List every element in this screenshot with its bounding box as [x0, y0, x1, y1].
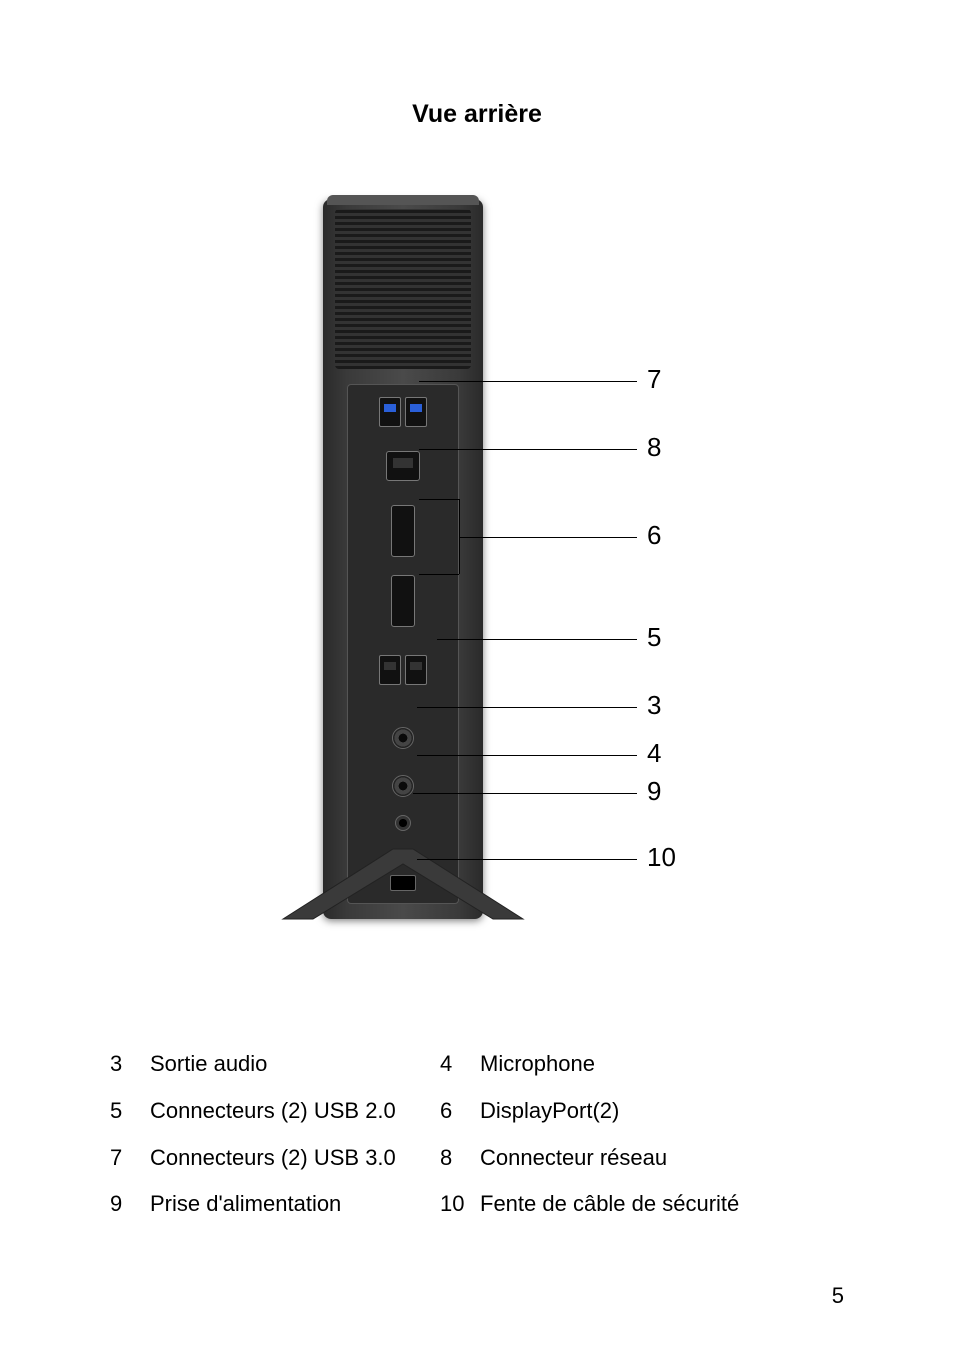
usb-2-ports — [379, 655, 427, 685]
rear-view-diagram: 7 8 6 5 3 4 9 10 — [237, 169, 717, 969]
usb-3-port — [379, 397, 401, 427]
leader-line — [417, 859, 637, 860]
usb-2-port — [405, 655, 427, 685]
legend-num: 4 — [440, 1049, 480, 1080]
legend-num: 3 — [110, 1049, 150, 1080]
usb-2-port — [379, 655, 401, 685]
legend-text: Sortie audio — [150, 1049, 440, 1080]
callout-6: 6 — [647, 520, 661, 551]
legend-text: Microphone — [480, 1049, 770, 1080]
legend-text: Connecteur réseau — [480, 1143, 770, 1174]
displayport-1 — [391, 505, 415, 557]
legend-row: 9 Prise d'alimentation 10 Fente de câble… — [110, 1189, 844, 1220]
callout-3: 3 — [647, 690, 661, 721]
callout-7: 7 — [647, 364, 661, 395]
legend-text: DisplayPort(2) — [480, 1096, 770, 1127]
legend-num: 10 — [440, 1189, 480, 1220]
port-panel — [347, 384, 459, 904]
leader-line — [419, 381, 637, 382]
leader-line — [417, 755, 637, 756]
network-port — [386, 451, 420, 481]
legend-row: 5 Connecteurs (2) USB 2.0 6 DisplayPort(… — [110, 1096, 844, 1127]
callout-4: 4 — [647, 738, 661, 769]
callout-8: 8 — [647, 432, 661, 463]
legend-num: 7 — [110, 1143, 150, 1174]
callout-10: 10 — [647, 842, 676, 873]
legend-num: 6 — [440, 1096, 480, 1127]
usb-3-port — [405, 397, 427, 427]
leader-line — [419, 499, 459, 500]
legend-num: 8 — [440, 1143, 480, 1174]
legend-table: 3 Sortie audio 4 Microphone 5 Connecteur… — [110, 1049, 844, 1220]
device-stand — [263, 839, 543, 929]
legend-row: 7 Connecteurs (2) USB 3.0 8 Connecteur r… — [110, 1143, 844, 1174]
legend-text: Connecteurs (2) USB 3.0 — [150, 1143, 440, 1174]
legend-text: Prise d'alimentation — [150, 1189, 440, 1220]
leader-line — [419, 574, 459, 575]
legend-num: 5 — [110, 1096, 150, 1127]
callout-5: 5 — [647, 622, 661, 653]
legend-row: 3 Sortie audio 4 Microphone — [110, 1049, 844, 1080]
legend-num: 9 — [110, 1189, 150, 1220]
device-top-edge — [327, 195, 479, 205]
power-jack — [395, 815, 411, 831]
usb-3-ports — [379, 397, 427, 427]
page-title: Vue arrière — [110, 100, 844, 129]
displayport-2 — [391, 575, 415, 627]
audio-out-jack — [392, 727, 414, 749]
leader-line — [417, 707, 637, 708]
leader-line — [413, 793, 637, 794]
legend-text: Connecteurs (2) USB 2.0 — [150, 1096, 440, 1127]
leader-line — [459, 537, 637, 538]
page-number: 5 — [832, 1283, 844, 1309]
leader-line — [419, 449, 637, 450]
vent-grille — [335, 209, 471, 369]
microphone-jack — [392, 775, 414, 797]
leader-line — [437, 639, 637, 640]
legend-text: Fente de câble de sécurité — [480, 1189, 770, 1220]
callout-9: 9 — [647, 776, 661, 807]
